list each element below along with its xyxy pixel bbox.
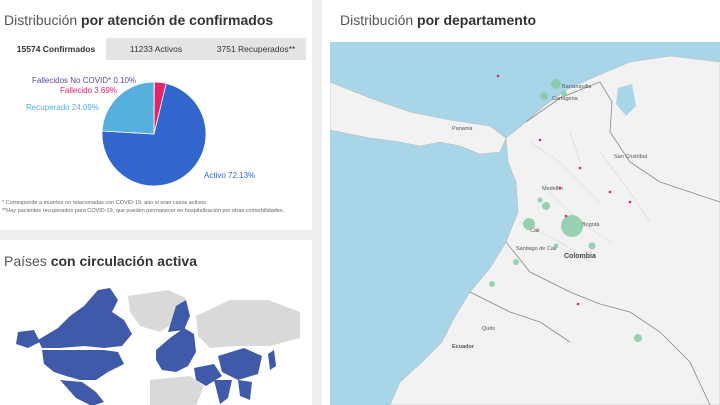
label-santiago-de-cali: Santiago de Cali <box>516 246 556 252</box>
bubble-cartagena[interactable] <box>540 92 548 100</box>
case-dots <box>496 74 632 306</box>
india-shape <box>214 380 232 404</box>
mexico-shape <box>60 380 104 405</box>
southeast-asia-shape <box>238 380 252 400</box>
label-bogota: Bogotá <box>582 222 600 228</box>
alaska-shape <box>16 330 40 348</box>
pie-label-no-covid: Fallecidos No COVID* 0.10% <box>32 76 137 85</box>
label-quito: Quito <box>482 326 495 332</box>
colombia-border <box>469 81 720 405</box>
dot-6 <box>576 302 580 306</box>
colombia-map[interactable]: Barranquilla Cartagena Panamá San Cristó… <box>330 42 720 405</box>
canada-shape <box>38 288 132 348</box>
status-tabs: 15574 Confirmados 11233 Activos 3751 Rec… <box>6 38 306 60</box>
pie-label-activo: Activo 72.13% <box>204 171 256 180</box>
pie-slice-activo[interactable] <box>101 82 207 187</box>
scandinavia-shape <box>168 300 190 332</box>
europe-shape <box>156 328 196 372</box>
status-pie-chart <box>101 81 207 187</box>
pie-label-fallecido: Fallecido 3.69% <box>60 86 117 95</box>
china-shape <box>218 348 262 380</box>
middle-east-shape <box>194 364 222 386</box>
bubble-magdalena[interactable] <box>561 91 567 97</box>
countries-panel: Países con circulación activa <box>0 240 312 405</box>
bubble-meta[interactable] <box>588 242 596 250</box>
dot-3 <box>578 166 582 170</box>
usa-shape <box>42 350 124 380</box>
world-map <box>16 288 300 405</box>
label-cartagena: Cartagena <box>552 96 579 102</box>
tab-recuperados[interactable]: 3751 Recuperados** <box>216 44 296 54</box>
north-africa-shape <box>150 376 204 405</box>
dot-8 <box>564 214 568 218</box>
bubble-medellin[interactable] <box>542 202 550 210</box>
confirmed-distribution-title: Distribución por atención de confirmados <box>4 12 274 28</box>
dot-5 <box>628 200 632 204</box>
tab-activos[interactable]: 11233 Activos <box>129 44 183 54</box>
label-cali: Cali <box>530 228 539 234</box>
bubble-cali[interactable] <box>523 218 535 230</box>
tab-confirmados[interactable]: 15574 Confirmados <box>6 38 106 60</box>
bubble-risaralda[interactable] <box>537 197 543 203</box>
central-america-land <box>330 81 507 155</box>
bubble-narino[interactable] <box>489 281 495 287</box>
pie-slice-recuperado[interactable] <box>101 81 155 135</box>
footnote-recuperados: **Hay pacientes recuperados para COVID-1… <box>2 208 285 214</box>
bubble-amazonas[interactable] <box>634 334 642 342</box>
label-san-cristobal: San Cristóbal <box>614 154 647 160</box>
department-panel: Distribución por departamento Barranquil… <box>322 0 720 405</box>
footnote-no-covid: * Corresponde a muertes no relacionadas … <box>2 200 206 206</box>
label-colombia: Colombia <box>564 253 596 260</box>
case-bubbles <box>489 79 642 342</box>
bubble-huila[interactable] <box>553 243 559 249</box>
confirmed-distribution-panel: Distribución por atención de confirmados… <box>0 0 312 230</box>
label-panama: Panamá <box>452 126 473 132</box>
maracaibo-lake <box>616 84 636 116</box>
japan-shape <box>268 350 276 370</box>
label-barranquilla: Barranquilla <box>562 84 592 90</box>
label-ecuador: Ecuador <box>452 344 475 350</box>
dot-2 <box>538 138 542 142</box>
dot-7 <box>558 186 562 190</box>
label-medellin: Medellín <box>542 186 563 192</box>
bubble-bogota[interactable] <box>561 215 583 237</box>
department-title: Distribución por departamento <box>340 12 537 28</box>
south-america-land <box>389 55 720 405</box>
dot-1 <box>496 74 500 78</box>
bubble-barranquilla[interactable] <box>551 79 561 89</box>
dot-4 <box>608 190 612 194</box>
bubble-cauca[interactable] <box>513 259 519 265</box>
russia-shape <box>196 300 300 348</box>
pie-label-recuperado: Recuperado 24.09% <box>26 103 99 112</box>
countries-title: Países con circulación activa <box>4 253 197 269</box>
